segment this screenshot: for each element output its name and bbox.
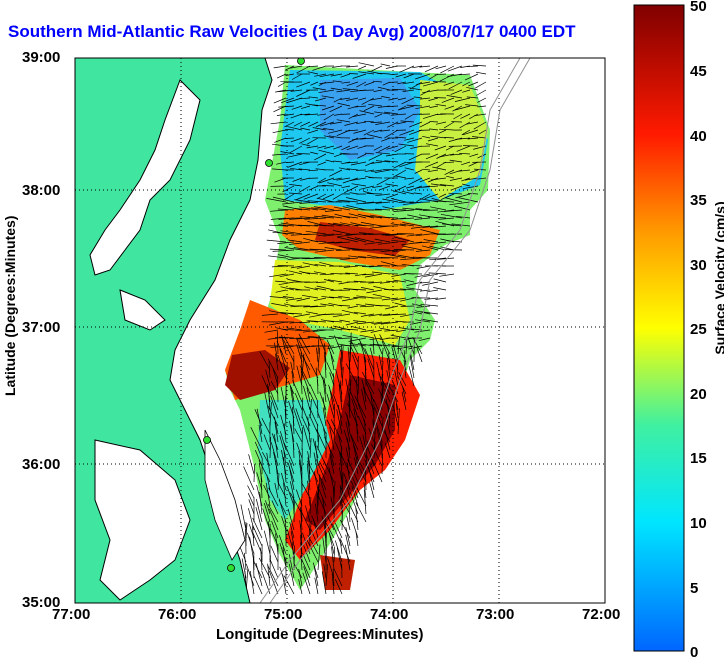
velocity-arrow [366,469,367,491]
colorbar-tick: 5 [690,580,698,597]
velocity-arrow [350,360,351,386]
velocity-arrow [430,122,439,123]
colorbar-tick: 50 [690,0,707,15]
velocity-arrow [318,379,319,394]
velocity-arrow [353,298,366,299]
x-tick: 74:00 [370,606,408,623]
velocity-arrow [336,250,350,251]
y-tick: 39:00 [22,49,60,66]
velocity-arrow [355,266,366,267]
velocity-arrow [342,510,343,530]
y-tick: 38:00 [22,182,60,199]
colorbar-tick: 15 [690,450,707,467]
velocity-arrow [246,529,247,554]
colorbar-label: Surface Velocity (cm/s) [712,198,724,358]
velocity-arrow [318,402,319,418]
y-axis-label: Latitude (Degrees:Minutes) [2,236,18,396]
velocity-arrow [434,98,446,99]
velocity-arrow [367,194,382,195]
colorbar-tick: 30 [690,257,707,274]
colorbar-tick: 35 [690,192,707,209]
colorbar [634,5,684,651]
x-axis-label: Longitude (Degrees:Minutes) [216,626,424,643]
colorbar-tick: 25 [690,321,707,338]
colorbar-tick: 10 [690,515,707,532]
x-tick: 73:00 [476,606,514,623]
x-tick: 76:00 [158,606,196,623]
colorbar-tick: 40 [690,128,707,145]
velocity-arrow [359,90,374,91]
x-tick: 77:00 [52,606,90,623]
velocity-arrow [302,427,303,450]
velocity-arrow [316,282,326,283]
colorbar-tick: 20 [690,386,707,403]
x-tick: 72:00 [582,606,620,623]
y-tick: 36:00 [22,456,60,473]
velocity-arrow [401,306,414,307]
velocity-arrow [349,74,358,75]
velocity-arrow [423,210,438,211]
colorbar-tick: 0 [690,644,698,661]
velocity-arrow [285,138,294,139]
x-tick: 75:00 [264,606,302,623]
velocity-arrow [270,555,271,570]
colorbar-tick: 45 [690,63,707,80]
velocity-arrow [377,266,390,267]
y-tick: 37:00 [22,319,60,336]
velocity-arrow [296,154,310,155]
velocity-arrow [397,234,414,235]
velocity-arrow [373,250,390,251]
